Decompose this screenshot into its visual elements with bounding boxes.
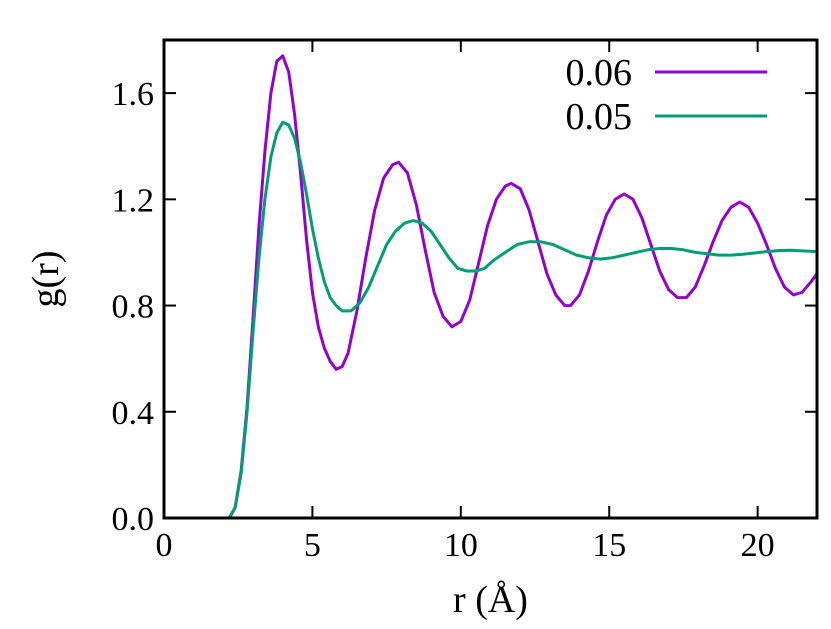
x-axis: 0 5 10 15 20 — [156, 40, 775, 564]
legend-label: 0.06 — [566, 52, 633, 94]
x-tick-label: 15 — [592, 527, 626, 564]
y-tick-label: 1.2 — [112, 182, 155, 219]
y-tick-label: 0.4 — [112, 395, 155, 432]
x-tick-label: 5 — [304, 527, 321, 564]
x-tick-label: 0 — [156, 527, 173, 564]
y-axis-label: g(r) — [25, 251, 67, 308]
plot-area: 0 5 10 15 20 0.0 0.4 0.8 1.2 1.6 — [112, 38, 819, 564]
series-line-0.05 — [223, 120, 818, 520]
series-line-0.06 — [223, 54, 819, 520]
x-axis-label: r (Å) — [453, 579, 528, 621]
plot-frame — [162, 38, 819, 520]
legend-label: 0.05 — [566, 96, 633, 138]
y-tick-label: 0.8 — [112, 289, 155, 326]
y-tick-label: 1.6 — [112, 76, 155, 113]
legend: 0.06 0.05 — [566, 52, 767, 138]
x-tick-label: 10 — [444, 527, 478, 564]
x-tick-label: 20 — [741, 527, 775, 564]
series-layer — [223, 54, 819, 520]
y-axis: 0.0 0.4 0.8 1.2 1.6 — [112, 76, 817, 538]
y-tick-label: 0.0 — [112, 501, 155, 538]
